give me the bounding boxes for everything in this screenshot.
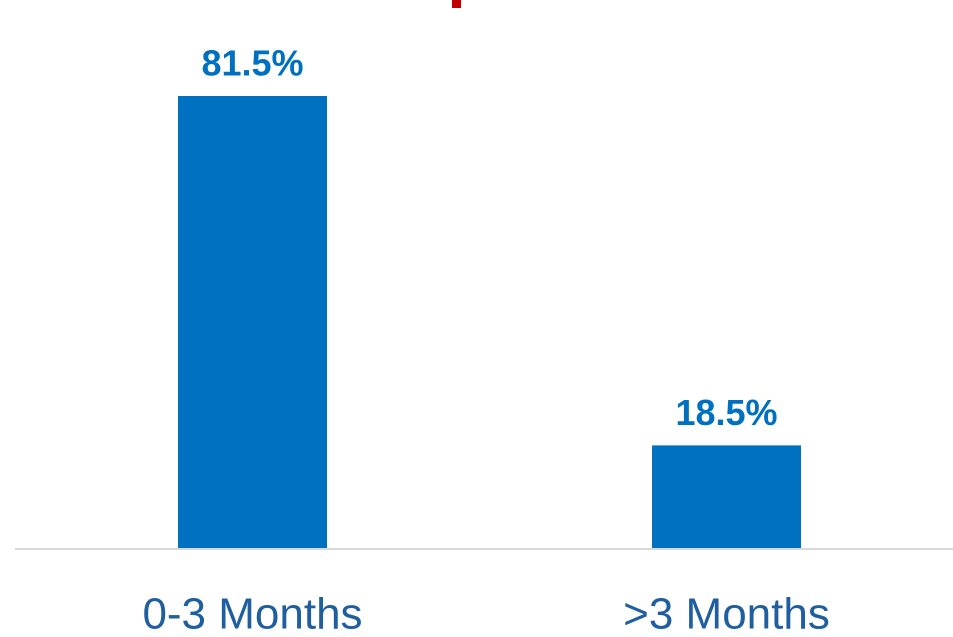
bar	[652, 445, 801, 548]
value-label: 18.5%	[675, 392, 777, 433]
x-tick-label: 0-3 Months	[142, 590, 362, 637]
cropped-title-fragment	[452, 0, 461, 8]
bar	[178, 96, 327, 548]
value-label: 81.5%	[201, 43, 303, 84]
x-tick-label: >3 Months	[623, 590, 830, 637]
